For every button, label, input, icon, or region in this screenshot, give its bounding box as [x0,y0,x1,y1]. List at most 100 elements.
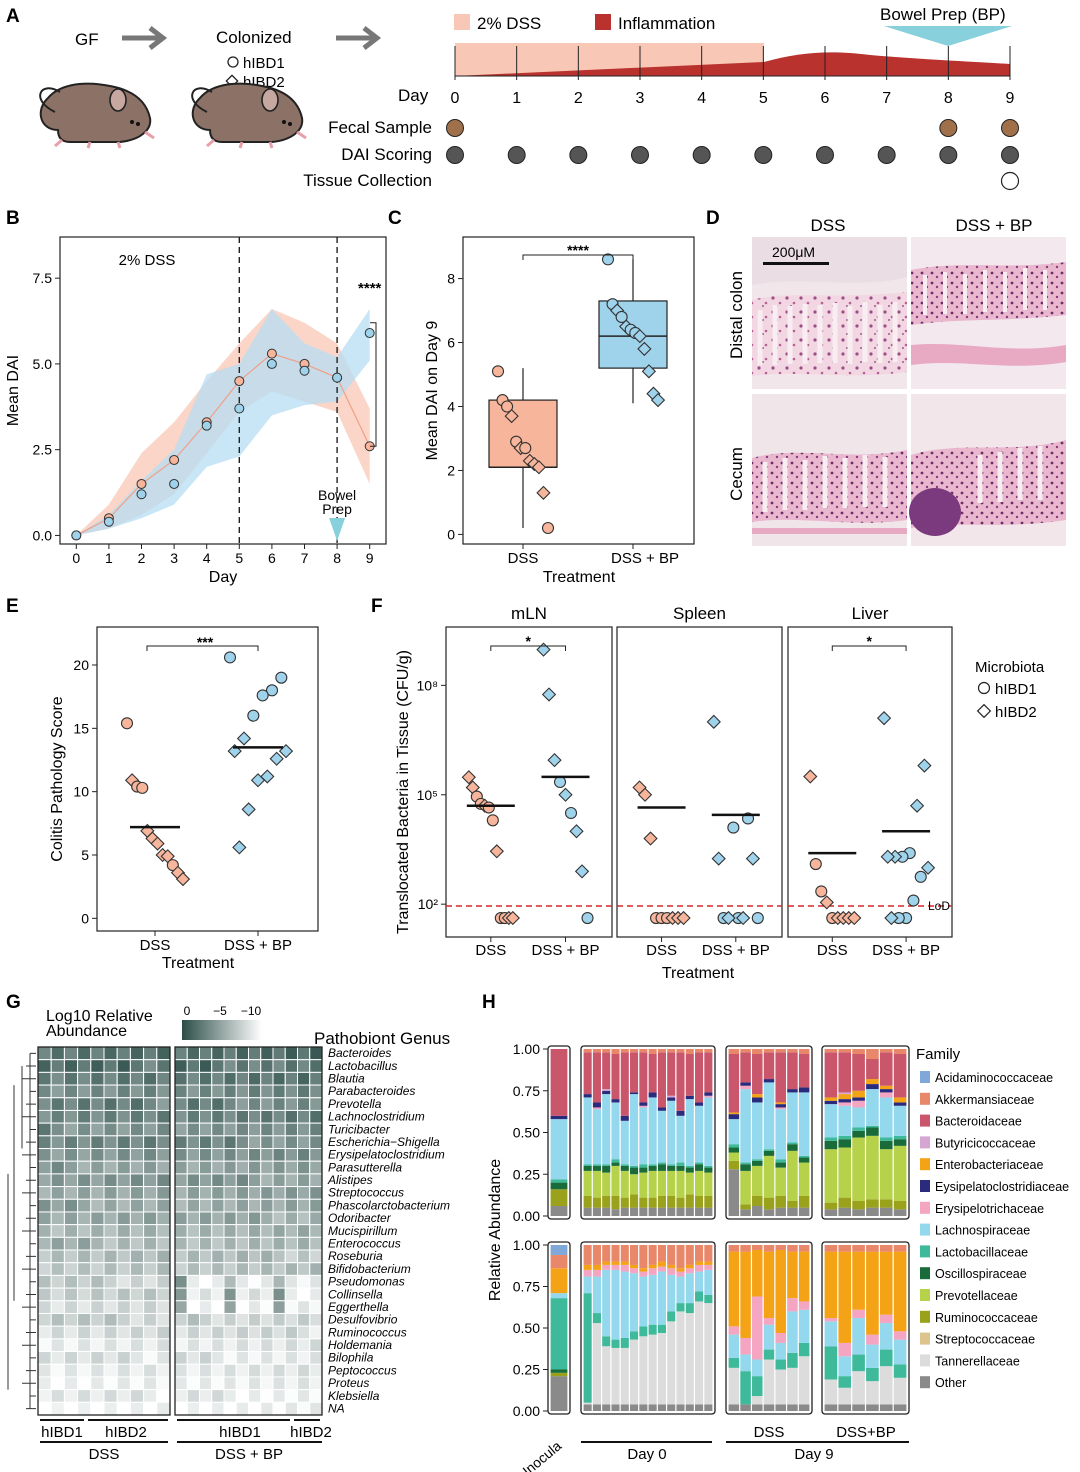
top-bar-segment [775,1102,786,1104]
heatmap-cell [212,1187,224,1200]
heatmap-cell [91,1149,104,1162]
top-bar-segment [880,1049,893,1052]
heatmap-cell [117,1326,130,1339]
bottom-bar-segment [551,1245,568,1255]
data-point-diamond [242,803,255,816]
top-bar-segment [740,1163,751,1165]
data-point-circle [137,782,148,793]
heatmap-cell [273,1339,285,1352]
bottom-bar-segment [894,1331,907,1339]
bottom-bar-segment [658,1325,666,1333]
heatmap-cell [38,1225,51,1238]
heatmap-cell [130,1301,143,1314]
heatmap-cell [298,1060,310,1073]
top-bar-segment [639,1168,647,1173]
bottom-bar-segment [866,1245,879,1252]
heatmap-cell [175,1085,187,1098]
heatmap-cell [273,1060,285,1073]
heatmap-cell [224,1288,236,1301]
heatmap-cell [104,1123,117,1136]
y-axis-label: Colitis Pathology Score [49,696,66,862]
panel-label-h: H [482,992,496,1013]
top-bar-segment [752,1102,763,1159]
top-bar-segment [658,1171,666,1196]
bottom-bar-segment [630,1340,638,1405]
panel-h: H 0.00 0.25 0.50 0.75 1.00 0.00 0.25 0.50 0.75 1.… [482,992,1069,1472]
data-point-circle [908,895,919,906]
bottom-bar-segment [676,1303,684,1311]
heatmap-cell [117,1085,130,1098]
bottom-bar-segment [775,1360,786,1370]
tissue-dot [1002,173,1019,190]
heatmap-cell [51,1313,64,1326]
top-bar-segment [551,1206,568,1216]
heatmap-cell [187,1352,199,1365]
legend-swatch [920,1115,930,1127]
heatmap-cell [212,1149,224,1162]
heatmap-cell [187,1313,199,1326]
fecal-dot [1002,120,1019,137]
heatmap-cell [38,1199,51,1212]
heatmap-cell [64,1161,77,1174]
bottom-bar-segment [740,1338,751,1355]
bottom-bar-segment [866,1252,879,1335]
panel-label-b: B [6,208,20,229]
heatmap-cell [212,1110,224,1123]
bottom-bar-segment [593,1265,601,1270]
top-bar-segment [649,1097,657,1164]
bottom-bar-segment [764,1318,775,1325]
legend-swatch [920,1158,930,1170]
heatmap-cell [175,1390,187,1403]
heatmap-cell [212,1402,224,1415]
data-point-diamond [911,799,924,812]
top-bar-segment [775,1196,786,1208]
heatmap-cell [200,1364,212,1377]
row-title: Pathobiont Genus [314,1029,450,1048]
heatmap-cell [200,1326,212,1339]
heatmap-cell [273,1326,285,1339]
heatmap-cell [212,1301,224,1314]
bottom-bar-segment [838,1404,851,1411]
top-bar-segment [740,1052,751,1082]
heatmap-cell [310,1263,322,1276]
heatmap-cell [273,1187,285,1200]
heatmap-cell [130,1047,143,1060]
heatmap-cell [38,1174,51,1187]
top-bar-segment [852,1097,865,1100]
top-bar-segment [852,1091,865,1098]
top-bar-segment [838,1094,851,1099]
heatmap-cell [310,1301,322,1314]
heatmap-cell [157,1199,170,1212]
heatmap-cell [273,1364,285,1377]
colonized-label: Colonized [216,28,292,47]
heatmap-cell [285,1047,297,1060]
heatmap-cell [236,1174,248,1187]
bottom-bar-segment [866,1368,879,1381]
top-bar-segment [649,1164,657,1166]
heatmap-cell [157,1110,170,1123]
heatmap-cell [117,1161,130,1174]
bottom-bar-segment [880,1366,893,1404]
data-point-diamond [548,754,561,767]
heatmap-cell [298,1402,310,1415]
heatmap-cell [261,1085,273,1098]
data-point [300,366,309,375]
heatmap-cell [249,1123,261,1136]
heatmap-cell [130,1352,143,1365]
top-bar-segment [866,1079,879,1084]
heatmap-cell [224,1212,236,1225]
top-bar-segment [787,1151,798,1201]
heatmap-cell [310,1364,322,1377]
heatmap-cell [298,1377,310,1390]
top-bar-segment [764,1209,775,1216]
heatmap-cell [64,1326,77,1339]
bottom-bar-segment [866,1345,879,1368]
heatmap-cell [157,1250,170,1263]
heatmap-cell [51,1377,64,1390]
heatmap-cell [175,1377,187,1390]
heatmap-cell [130,1072,143,1085]
heatmap-cell [224,1136,236,1149]
heatmap-cell [51,1098,64,1111]
bottom-bar-segment [686,1313,694,1404]
top-bar-segment [676,1052,684,1110]
